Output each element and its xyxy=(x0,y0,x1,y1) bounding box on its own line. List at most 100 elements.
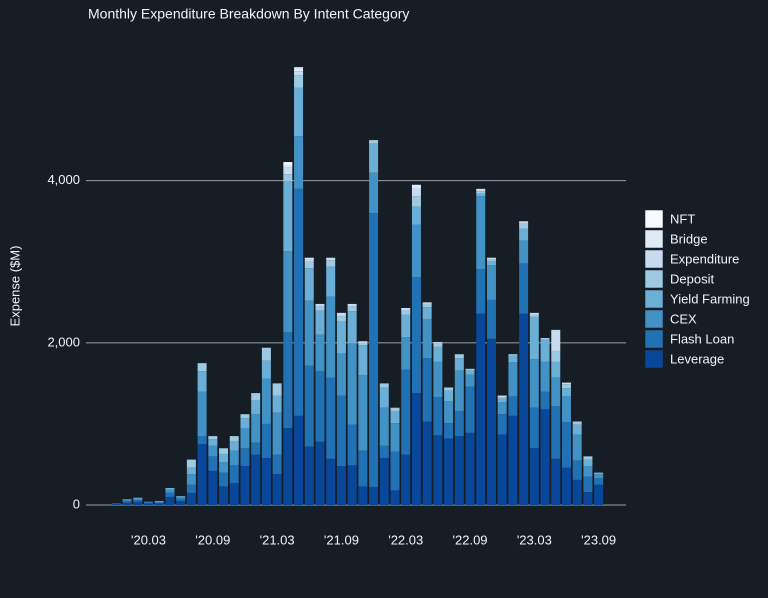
bar-segment xyxy=(561,382,571,385)
bar-segment xyxy=(540,361,550,392)
bar-segment xyxy=(540,391,550,410)
bar-segment xyxy=(229,483,239,505)
bar-segment xyxy=(497,402,507,415)
bar-segment xyxy=(390,410,400,424)
bar-segment xyxy=(208,445,218,457)
bar-segment xyxy=(572,479,582,505)
bar-segment xyxy=(551,458,561,505)
bar-segment xyxy=(486,259,496,261)
legend-swatch xyxy=(644,289,664,309)
bar-segment xyxy=(294,415,304,505)
bar-segment xyxy=(454,354,464,359)
bar-segment xyxy=(197,436,207,445)
bar-segment xyxy=(283,164,293,168)
x-tick-label: '22.09 xyxy=(453,532,488,547)
bar-segment xyxy=(497,434,507,505)
bar-segment xyxy=(444,387,454,391)
bar-segment xyxy=(594,484,604,505)
legend-label: Expenditure xyxy=(670,251,739,266)
bar-segment xyxy=(154,502,164,504)
x-tick-label: '23.09 xyxy=(581,532,616,547)
bar-segment xyxy=(294,75,304,88)
legend-swatch xyxy=(644,229,664,249)
bar-segment xyxy=(111,504,121,505)
bar-segment xyxy=(304,300,314,366)
bar-segment xyxy=(197,363,207,372)
x-tick-label: '22.03 xyxy=(388,532,423,547)
bar-segment xyxy=(154,500,164,502)
bar-segment xyxy=(261,423,271,458)
bar-segment xyxy=(197,371,207,392)
bar-segment xyxy=(401,307,411,311)
bar-segment xyxy=(390,490,400,505)
bar-segment xyxy=(433,342,443,344)
legend-swatch xyxy=(644,309,664,329)
bar-segment xyxy=(326,260,336,267)
bar-segment xyxy=(508,362,518,397)
bar-segment xyxy=(154,501,164,503)
bar-segment xyxy=(433,346,443,362)
x-tick-label: '21.09 xyxy=(324,532,359,547)
y-tick-label: 4,000 xyxy=(47,172,80,187)
bar-segment xyxy=(304,261,314,269)
y-tick-label: 2,000 xyxy=(47,334,80,349)
bar-segment xyxy=(304,259,314,262)
bar-segment xyxy=(422,307,432,320)
bar-segment xyxy=(433,435,443,505)
bar-segment xyxy=(186,474,196,485)
bar-segment xyxy=(283,427,293,505)
bar-segment xyxy=(219,472,229,487)
bar-segment xyxy=(261,347,271,361)
bar-segment xyxy=(304,268,314,301)
bar-segment xyxy=(315,303,325,307)
bar-segment xyxy=(336,395,346,467)
bar-segment xyxy=(122,499,132,501)
x-tick-label: '23.03 xyxy=(517,532,552,547)
bar-segment xyxy=(272,454,282,475)
bar-segment xyxy=(583,476,593,493)
bar-segment xyxy=(294,87,304,137)
bar-segment xyxy=(476,313,486,505)
bar-segment xyxy=(315,371,325,442)
bar-segment xyxy=(219,448,229,454)
bar-segment xyxy=(497,398,507,403)
bar-segment xyxy=(379,457,389,505)
legend-label: CEX xyxy=(670,311,697,326)
bar-segment xyxy=(165,496,175,505)
bar-segment xyxy=(465,386,475,433)
bar-segment xyxy=(336,320,346,354)
bar-segment xyxy=(422,303,432,308)
bar-segment xyxy=(411,277,421,394)
legend-label: Leverage xyxy=(670,351,724,366)
bar-segment xyxy=(594,472,604,475)
bar-segment xyxy=(444,423,454,439)
bar-segment xyxy=(444,401,454,424)
bar-segment xyxy=(326,377,336,459)
bar-segment xyxy=(272,383,282,396)
bar-segment xyxy=(347,465,357,505)
bar-segment xyxy=(486,338,496,505)
bar-segment xyxy=(519,221,529,224)
bar-segment xyxy=(347,303,357,307)
legend-label: Yield Farming xyxy=(670,291,750,306)
bar-segment xyxy=(294,71,304,76)
bar-segment xyxy=(583,456,593,460)
bar-segment xyxy=(540,337,550,340)
bar-segment xyxy=(379,407,389,446)
bar-segment xyxy=(529,407,539,449)
bar-segment xyxy=(176,500,186,505)
bar-segment xyxy=(497,397,507,399)
bar-segment xyxy=(508,354,518,356)
bar-segment xyxy=(433,397,443,436)
bar-segment xyxy=(283,174,293,181)
bar-segment xyxy=(251,414,261,443)
bar-segment xyxy=(561,384,571,389)
bar-segment xyxy=(144,502,154,504)
bar-segment xyxy=(315,306,325,311)
bar-segment xyxy=(551,377,561,407)
bar-segment xyxy=(304,365,314,447)
bar-segment xyxy=(583,492,593,505)
bar-segment xyxy=(486,257,496,260)
bar-segment xyxy=(390,423,400,452)
